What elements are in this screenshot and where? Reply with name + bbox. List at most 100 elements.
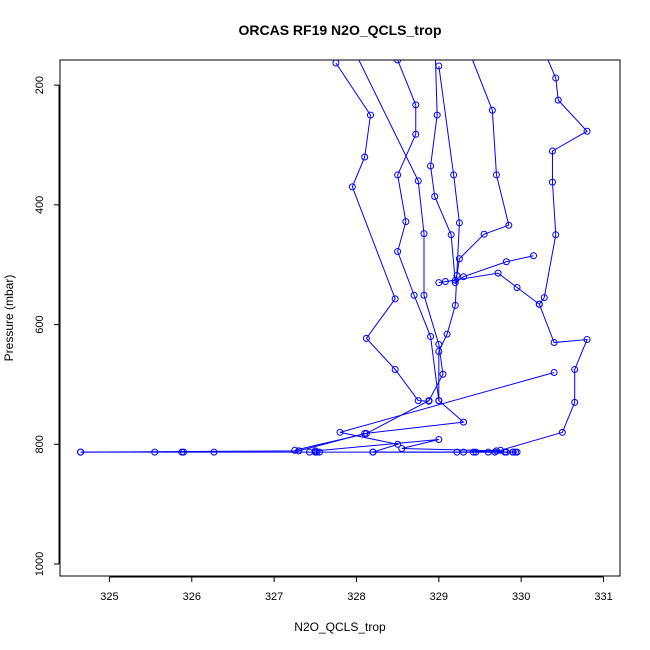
bottom-leg [77,448,519,456]
data-point [391,365,399,373]
x-tick-label: 330 [512,591,530,603]
series-line [463,304,588,453]
data-point [427,162,435,170]
data-point [210,448,218,456]
y-axis-label: Pressure (mbar) [2,275,16,362]
y-axis: 200 400 600 800 1000 [34,76,60,576]
data-point [502,448,510,456]
data-point [492,171,500,179]
data-point [552,74,560,82]
data-point [402,218,410,226]
data-point [151,448,159,456]
data-point [435,436,443,444]
data-point [548,178,556,186]
data-point [455,255,463,263]
x-axis: 325 326 327 328 329 330 331 [100,576,613,603]
data-point [554,96,562,104]
x-tick-label: 329 [430,591,448,603]
data-point [332,60,340,67]
data-point [362,430,370,438]
series-3 [291,60,447,454]
data-point [180,448,188,456]
y-tick-label: 600 [34,315,46,333]
data-point [420,230,428,238]
data-point [480,230,488,238]
x-tick-label: 325 [100,591,118,603]
data-point [571,398,579,406]
y-tick-label: 1000 [34,552,46,576]
data-point [509,448,517,456]
data-point [513,283,521,291]
series-line [430,60,534,284]
data-point [431,192,439,200]
data-point [450,171,458,179]
x-tick-label: 327 [265,591,283,603]
series-line [80,60,465,453]
data-point [530,252,538,260]
data-point [453,271,461,279]
data-point [427,333,435,341]
data-point [535,300,543,308]
series-9 [336,368,558,456]
series-layer [77,60,591,456]
data-point [447,231,455,239]
data-point [398,444,406,452]
data-point [472,448,480,456]
data-point [391,295,399,303]
data-point [488,106,496,114]
series-6 [441,60,513,285]
data-point [291,446,299,454]
data-point [583,336,591,344]
series-5 [435,62,463,405]
data-point [414,397,422,405]
data-point [412,130,420,138]
x-axis-label: N2O_QCLS_trop [294,620,386,634]
y-tick-label: 800 [34,435,46,453]
series-8 [460,300,591,456]
data-point [550,368,558,376]
series-line [315,439,513,453]
data-point [469,448,477,456]
data-point [451,301,459,309]
data-point [394,171,402,179]
data-point [410,291,418,299]
data-point [550,339,558,347]
series-line [335,62,429,402]
x-tick-label: 331 [594,591,612,603]
data-point [435,348,443,356]
data-point [435,397,443,405]
series-line [438,65,460,401]
y-tick-label: 400 [34,196,46,214]
data-point [425,397,433,405]
data-point [394,440,402,448]
data-point [552,231,560,239]
series-7 [435,60,591,308]
data-point [548,147,556,155]
series-line [445,60,510,282]
data-point [369,448,377,456]
data-point [435,279,443,287]
data-point [484,448,492,456]
data-point [412,101,420,109]
data-point [394,248,402,256]
data-point [348,183,356,191]
series-line [438,60,588,305]
data-point [540,294,548,302]
data-point [315,448,323,456]
series-line [339,371,555,453]
data-point [494,269,502,277]
data-point [583,127,591,135]
data-point [558,428,566,436]
series-line [294,60,444,451]
data-point [295,447,303,455]
data-point [511,448,519,456]
data-point [460,273,468,281]
data-point [414,177,422,185]
data-point [435,62,443,70]
data-point [502,258,510,266]
data-point [394,60,402,64]
data-point [336,428,344,436]
data-point [492,447,500,455]
data-point [455,219,463,227]
